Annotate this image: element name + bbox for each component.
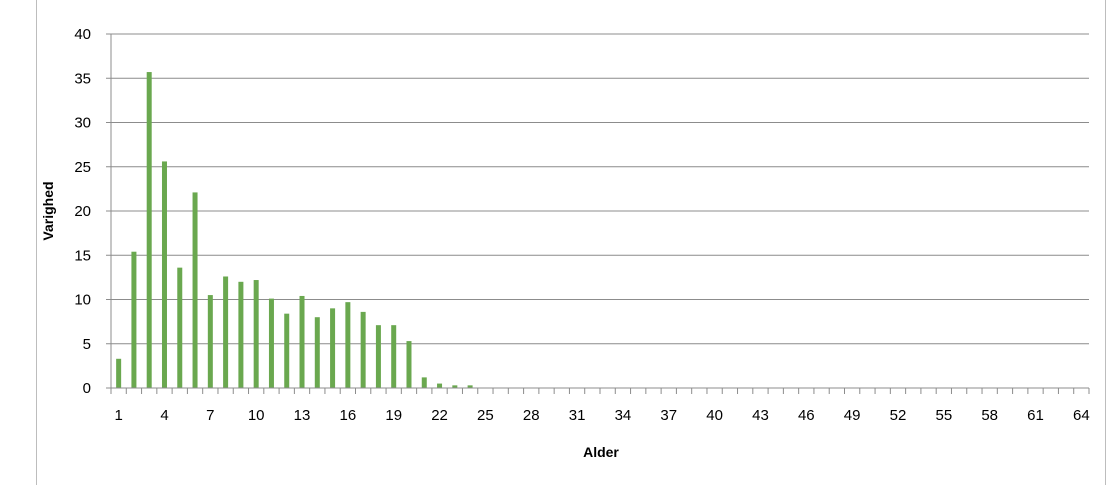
bar xyxy=(314,317,320,388)
chart-frame xyxy=(36,0,1106,485)
bar xyxy=(437,383,443,388)
bar xyxy=(299,295,305,388)
x-axis-title: Alder xyxy=(583,444,619,460)
bar xyxy=(467,385,473,388)
y-tick-label: 30 xyxy=(74,115,91,132)
y-tick-labels: 0 5 10 15 20 25 30 35 40 xyxy=(74,26,91,397)
bar xyxy=(268,298,274,388)
bar xyxy=(161,161,167,388)
bar xyxy=(253,280,259,388)
x-tick-label: 10 xyxy=(248,407,265,424)
gridlines xyxy=(106,33,1089,389)
y-tick-label: 25 xyxy=(74,159,91,176)
x-tick-label: 4 xyxy=(160,407,168,424)
x-tick-label: 64 xyxy=(1073,407,1090,424)
x-tick-label: 43 xyxy=(752,407,769,424)
axes xyxy=(110,34,1090,394)
bar xyxy=(116,358,122,388)
bar xyxy=(345,302,351,388)
x-tick-label: 31 xyxy=(569,407,586,424)
y-axis-title: Varighed xyxy=(40,181,56,240)
x-tick-label: 13 xyxy=(294,407,311,424)
bar xyxy=(406,341,412,388)
bar xyxy=(421,377,427,388)
x-tick-label: 7 xyxy=(206,407,214,424)
x-tick-label: 52 xyxy=(890,407,907,424)
bar xyxy=(360,311,366,388)
bars xyxy=(116,72,473,389)
bar xyxy=(391,325,397,388)
bar xyxy=(131,251,137,388)
bar xyxy=(284,313,290,388)
bar xyxy=(223,276,229,388)
bar xyxy=(146,72,152,389)
x-tick-label: 19 xyxy=(385,407,402,424)
x-tick-label: 40 xyxy=(706,407,723,424)
y-tick-label: 40 xyxy=(74,26,91,43)
bar xyxy=(207,295,213,388)
x-tick-label: 16 xyxy=(340,407,357,424)
x-tick-label: 46 xyxy=(798,407,815,424)
y-tick-label: 35 xyxy=(74,70,91,87)
x-tick-label: 34 xyxy=(615,407,632,424)
y-tick-label: 15 xyxy=(74,247,91,264)
bar xyxy=(375,325,381,388)
x-tick-label: 58 xyxy=(981,407,998,424)
bar xyxy=(238,281,244,388)
x-tick-label: 37 xyxy=(660,407,677,424)
y-tick-label: 0 xyxy=(83,380,91,397)
x-tick-label: 1 xyxy=(114,407,122,424)
bar xyxy=(192,192,198,388)
x-tick-label: 49 xyxy=(844,407,861,424)
bar xyxy=(177,267,183,388)
x-tick-labels: 1 4 7 10 13 16 19 22 25 28 31 34 37 40 43 46 49 52 55 58 61 6… xyxy=(114,407,1089,424)
x-tick-label: 61 xyxy=(1027,407,1044,424)
x-tick-label: 55 xyxy=(935,407,952,424)
bar xyxy=(452,385,458,388)
y-tick-label: 20 xyxy=(74,203,91,220)
x-tick-label: 28 xyxy=(523,407,540,424)
y-tick-label: 5 xyxy=(83,336,91,353)
y-tick-label: 10 xyxy=(74,292,91,309)
x-tick-label: 22 xyxy=(431,407,448,424)
x-tick-label: 25 xyxy=(477,407,494,424)
bar xyxy=(330,308,336,388)
